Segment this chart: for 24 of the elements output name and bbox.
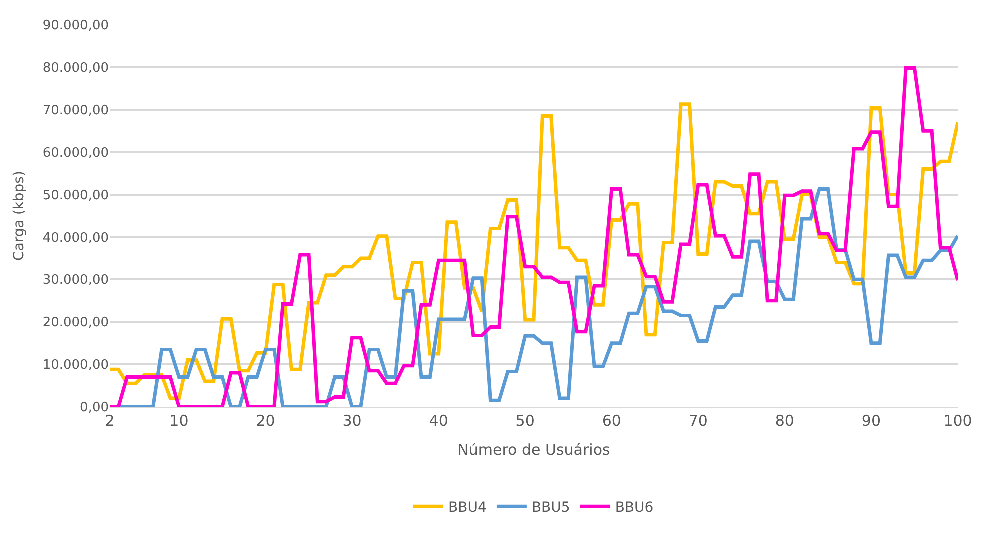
legend-label: BBU6 (615, 500, 654, 516)
x-tick-label: 60 (602, 412, 622, 430)
x-tick-label: 80 (775, 412, 794, 430)
x-tick-label: 100 (944, 412, 972, 430)
x-tick-label: 40 (429, 412, 448, 430)
y-tick-label: 20.000,00 (42, 316, 109, 331)
y-tick-label: 90.000,00 (42, 18, 109, 34)
x-tick-label: 20 (256, 412, 276, 430)
legend-label: BBU4 (448, 500, 487, 516)
x-tick-label: 90 (862, 412, 882, 430)
y-tick-label: 70.000,00 (42, 103, 109, 118)
y-tick-label: 60.000,00 (42, 146, 109, 161)
x-tick-label: 30 (342, 412, 362, 430)
y-tick-label: 50.000,00 (42, 188, 109, 204)
x-tick-label: 10 (170, 412, 189, 430)
y-tick-label: 10.000,00 (42, 358, 109, 374)
x-tick-label: 70 (688, 412, 708, 430)
y-tick-label: 80.000,00 (42, 60, 109, 76)
x-tick-label: 50 (516, 412, 535, 430)
y-tick-label: 40.000,00 (42, 230, 109, 246)
legend-label: BBU5 (532, 500, 570, 516)
x-axis-title: Número de Usuários (458, 441, 611, 459)
y-tick-label: 30.000,00 (42, 273, 109, 288)
y-axis-title: Carga (kbps) (11, 171, 28, 261)
